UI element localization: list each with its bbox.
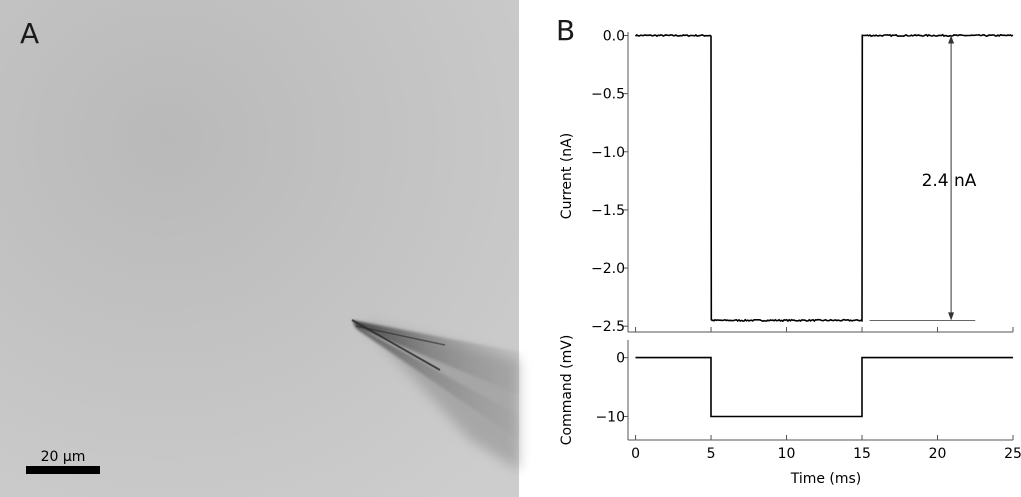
- command-y-tick-label: −10: [595, 409, 625, 425]
- current-x-ticks: [635, 327, 1014, 332]
- current-y-tick-label: −2.5: [591, 319, 625, 335]
- current-y-axis-label: Current (nA): [559, 133, 575, 219]
- command-y-ticks: 0 −10: [595, 351, 628, 425]
- current-y-tick-label: −0.5: [591, 87, 625, 103]
- command-y-axis-label: Command (mV): [559, 335, 575, 446]
- scale-bar: [26, 466, 100, 474]
- current-trace: [634, 33, 1014, 323]
- current-y-ticks: 0.0 −0.5 −1.0 −1.5 −2.0 −2.5: [591, 28, 628, 335]
- command-x-ticks: 0 5 10 15 20 25: [631, 435, 1021, 462]
- panel-b-label: B: [556, 14, 575, 47]
- pipette: [351, 319, 519, 440]
- scale-bar-label: 20 µm: [41, 449, 86, 465]
- amplitude-label: 2.4 nA: [922, 171, 977, 191]
- command-chart: 0 −10 0 5 10 15 20 25 Command (mV) Time (ms): [559, 335, 1021, 487]
- command-x-tick-label: 20: [929, 446, 947, 462]
- micrograph-background: [0, 0, 519, 497]
- current-y-tick-label: −1.0: [591, 145, 625, 161]
- command-trace: [635, 356, 1013, 418]
- current-y-tick-label: −1.5: [591, 203, 625, 219]
- amplitude-arrow: [948, 35, 955, 321]
- command-x-tick-label: 15: [853, 446, 871, 462]
- current-chart-axes: [627, 32, 1013, 333]
- command-chart-axes: [627, 340, 1013, 441]
- command-x-tick-label: 10: [778, 446, 796, 462]
- current-y-tick-label: 0.0: [603, 28, 625, 44]
- command-y-tick-label: 0: [616, 351, 625, 367]
- command-x-tick-label: 25: [1004, 446, 1021, 462]
- current-chart: 0.0 −0.5 −1.0 −1.5 −2.0 −2.5 2.4 nA Current (…: [559, 28, 1014, 335]
- command-x-tick-label: 5: [707, 446, 716, 462]
- micrograph-panel: A 20 µm: [0, 0, 519, 497]
- panel-a-label: A: [20, 17, 39, 50]
- command-x-tick-label: 0: [631, 446, 640, 462]
- current-y-tick-label: −2.0: [591, 261, 625, 277]
- x-axis-label: Time (ms): [790, 471, 862, 487]
